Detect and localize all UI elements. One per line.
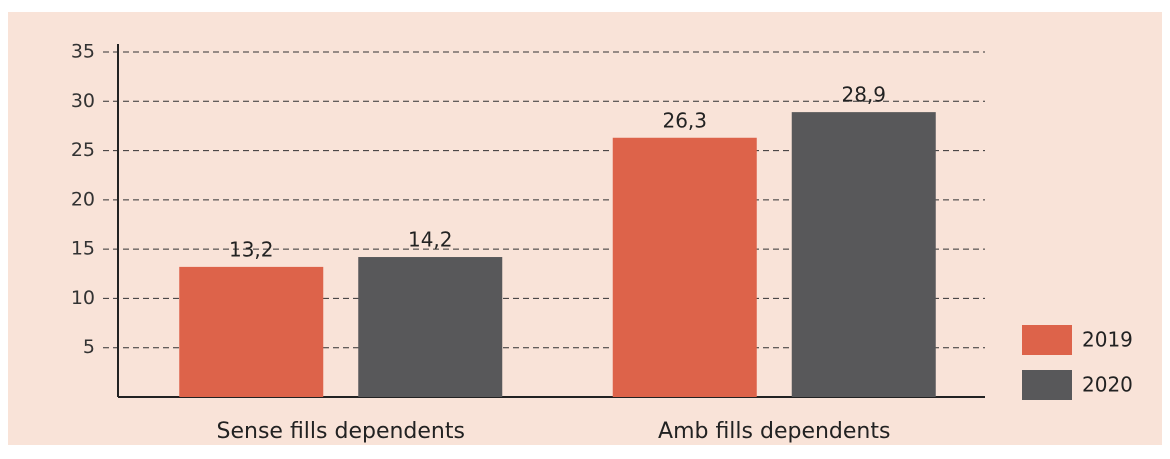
y-tick-label: 35 bbox=[71, 41, 95, 63]
legend-label: 2019 bbox=[1082, 328, 1133, 352]
value-label: 13,2 bbox=[229, 237, 274, 261]
y-tick-label: 25 bbox=[71, 139, 95, 161]
legend-swatch bbox=[1022, 325, 1072, 355]
value-label: 26,3 bbox=[662, 108, 707, 132]
value-label: 28,9 bbox=[841, 83, 886, 107]
bar bbox=[612, 137, 757, 397]
y-tick-label: 20 bbox=[71, 188, 95, 210]
legend-label: 2020 bbox=[1082, 373, 1133, 397]
value-label: 14,2 bbox=[408, 228, 453, 252]
bar bbox=[358, 257, 503, 397]
x-tick-label: Amb fills dependents bbox=[658, 419, 890, 444]
y-tick-label: 15 bbox=[71, 238, 95, 260]
y-tick-label: 5 bbox=[83, 336, 95, 358]
bar bbox=[791, 112, 936, 397]
legend-swatch bbox=[1022, 370, 1072, 400]
bar bbox=[179, 266, 324, 397]
x-tick-label: Sense fills dependents bbox=[217, 419, 465, 444]
y-tick-label: 10 bbox=[71, 287, 95, 309]
y-tick-label: 30 bbox=[71, 90, 95, 112]
